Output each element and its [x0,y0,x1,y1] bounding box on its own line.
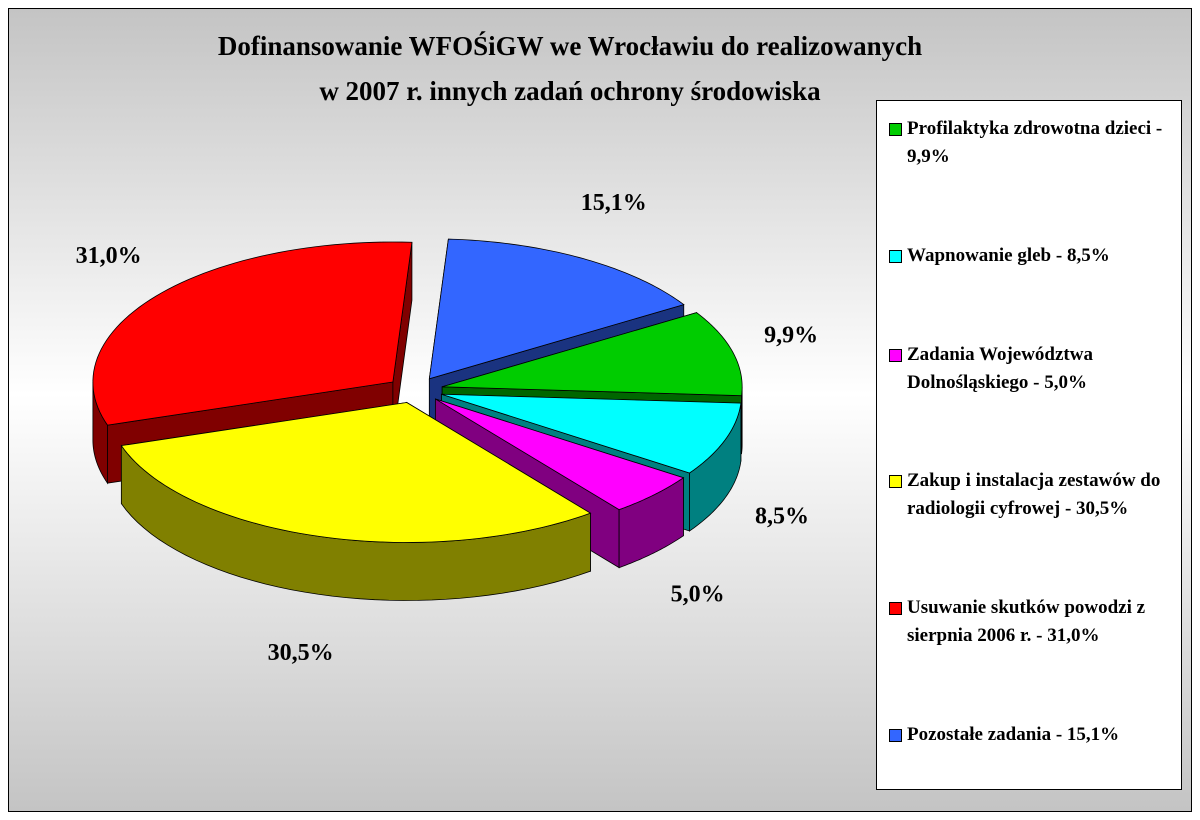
slice [120,402,592,543]
legend-item: Zakup i instalacja zestawów do radiologi… [889,467,1171,523]
legend-label: Wapnowanie gleb - 8,5% [907,244,1110,266]
legend-swatch [889,475,902,489]
legend: Profilaktyka zdrowotna dzieci - 9,9% Wapn… [876,100,1182,790]
legend-item: Pozostałe zadania - 15,1% [889,721,1171,749]
slice [92,241,413,426]
legend-label: Usuwanie skutków powodzi z sierpnia 2006… [907,597,1146,647]
legend-label: Profilaktyka zdrowotna dzieci - 9,9% [907,118,1163,167]
slice [441,393,742,474]
slice-wall [741,386,743,454]
legend-item: Usuwanie skutków powodzi z sierpnia 2006… [889,594,1171,650]
data-label: 31,0% [76,243,142,269]
legend-swatch [889,123,902,136]
data-label: 5,0% [671,582,725,608]
data-label: 15,1% [581,190,647,216]
legend-item: Wapnowanie gleb - 8,5% [889,242,1171,270]
legend-label: Pozostałe zadania - 15,1% [907,723,1120,745]
legend-item: Profilaktyka zdrowotna dzieci - 9,9% [889,115,1171,171]
legend-swatch [889,728,902,742]
chart-title: w 2007 r. innych zadań ochrony środowisk… [319,76,821,106]
legend-label: Zakup i instalacja zestawów do radiologi… [907,470,1161,520]
chart-title: Dofinansowanie WFOŚiGW we Wrocławiu do r… [218,31,922,61]
legend-item: Zadania Województwa Dolnośląskiego - 5,0… [889,341,1171,397]
legend-label: Zadania Województwa Dolnośląskiego - 5,0… [907,343,1093,393]
slice [428,238,685,380]
data-label: 30,5% [268,640,334,666]
slice [442,312,743,397]
legend-swatch [889,249,902,263]
legend-swatch [889,348,902,362]
legend-swatch [889,602,902,616]
data-label: 8,5% [755,504,809,530]
data-label: 9,9% [764,323,818,349]
slice [435,398,685,511]
